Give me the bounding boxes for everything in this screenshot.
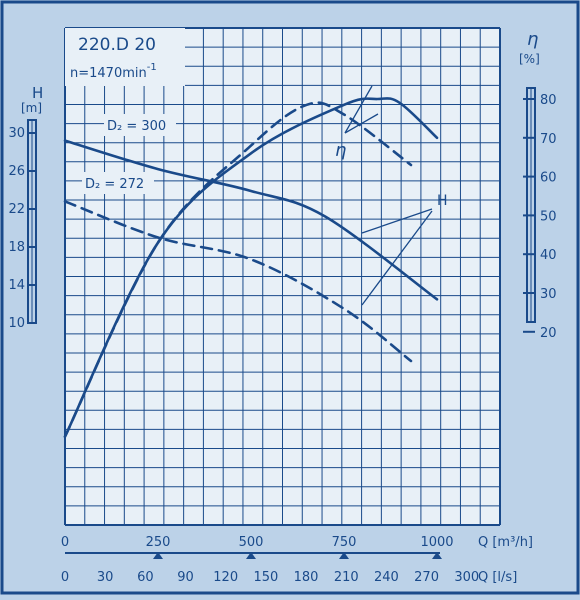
right-tick-label: 60 — [540, 171, 557, 186]
right-tick-label: 20 — [540, 326, 557, 341]
right-tick-label: 30 — [540, 287, 557, 302]
right-tick-label: 40 — [540, 248, 557, 263]
q-axis-marker — [153, 552, 163, 559]
q-axis-marker — [339, 552, 349, 559]
h-leader-dashed — [361, 210, 433, 306]
q-ls-tick-label: 210 — [334, 570, 359, 585]
curves — [63, 97, 439, 438]
q-ls-tick-label: 60 — [137, 570, 154, 585]
q-m3h-label: Q [m³/h] — [478, 535, 533, 550]
right-tick-label: 50 — [540, 209, 557, 224]
head-curve-dashed — [63, 200, 413, 363]
q-ls-tick-label: 180 — [294, 570, 319, 585]
head-curve-solid — [63, 139, 439, 301]
left-tick-label: 30 — [8, 126, 25, 141]
left-tick-label: 10 — [8, 316, 25, 331]
q-axis-marker — [432, 552, 442, 559]
q-m3h-tick-label: 1000 — [420, 535, 453, 550]
left-h-scale: H [m] 30 26 22 18 14 10 — [8, 84, 43, 331]
bottom-axes: 0 250 500 750 1000 0 30 60 90 120 150 180 210 240 270 3… — [61, 535, 479, 585]
q-ls-tick-label: 300 — [454, 570, 479, 585]
left-tick-label: 14 — [8, 278, 25, 293]
left-ticks: 30 26 22 18 14 10 — [8, 126, 36, 331]
left-tick-label: 26 — [8, 164, 25, 179]
q-ls-tick-label: 150 — [253, 570, 278, 585]
header-box — [65, 28, 185, 86]
left-tick-label: 18 — [8, 240, 25, 255]
q-axis-marker — [246, 552, 256, 559]
eta-callout-label: η — [335, 140, 346, 161]
model-label: 220.D 20 — [78, 35, 156, 55]
d272-label-bg — [82, 172, 154, 194]
q-ls-tick-label: 90 — [177, 570, 194, 585]
q-ls-tick-label: 30 — [97, 570, 114, 585]
d272-label: D₂ = 272 — [85, 177, 144, 192]
d300-label-bg — [104, 114, 176, 136]
right-axis-symbol: η — [527, 29, 538, 50]
right-ticks: 80 70 60 50 40 30 20 — [523, 93, 557, 341]
q-m3h-tick-label: 0 — [61, 535, 69, 550]
left-tick-label: 22 — [8, 202, 25, 217]
annotations: D₂ = 300 D₂ = 272 H η — [82, 85, 448, 306]
left-axis-symbol: H — [32, 84, 43, 102]
eta-leader-solid — [344, 85, 373, 134]
q-ls-tick-label: 270 — [414, 570, 439, 585]
h-callout-label: H — [437, 193, 448, 209]
q-m3h-tick-label: 500 — [239, 535, 264, 550]
speed-label: n=1470min-1 — [70, 62, 157, 81]
left-axis-unit: [m] — [21, 101, 42, 115]
right-axis-unit: [%] — [519, 52, 540, 66]
h-leader-solid — [361, 208, 433, 234]
efficiency-curve-dashed — [63, 101, 413, 438]
speed-prefix: n=1470min — [70, 66, 147, 81]
speed-exponent: -1 — [147, 62, 157, 73]
right-eta-scale: η [%] 80 70 60 50 40 30 20 — [519, 29, 557, 341]
d300-label: D₂ = 300 — [107, 119, 166, 134]
q-ls-label: Q [l/s] — [478, 570, 517, 585]
q-m3h-tick-label: 250 — [146, 535, 171, 550]
right-tick-label: 80 — [540, 93, 557, 108]
q-m3h-tick-label: 750 — [332, 535, 357, 550]
eta-leader-dashed — [344, 113, 379, 134]
q-ls-tick-label: 0 — [61, 570, 69, 585]
q-ls-tick-label: 120 — [213, 570, 238, 585]
right-tick-label: 70 — [540, 132, 557, 147]
q-ls-tick-label: 240 — [374, 570, 399, 585]
